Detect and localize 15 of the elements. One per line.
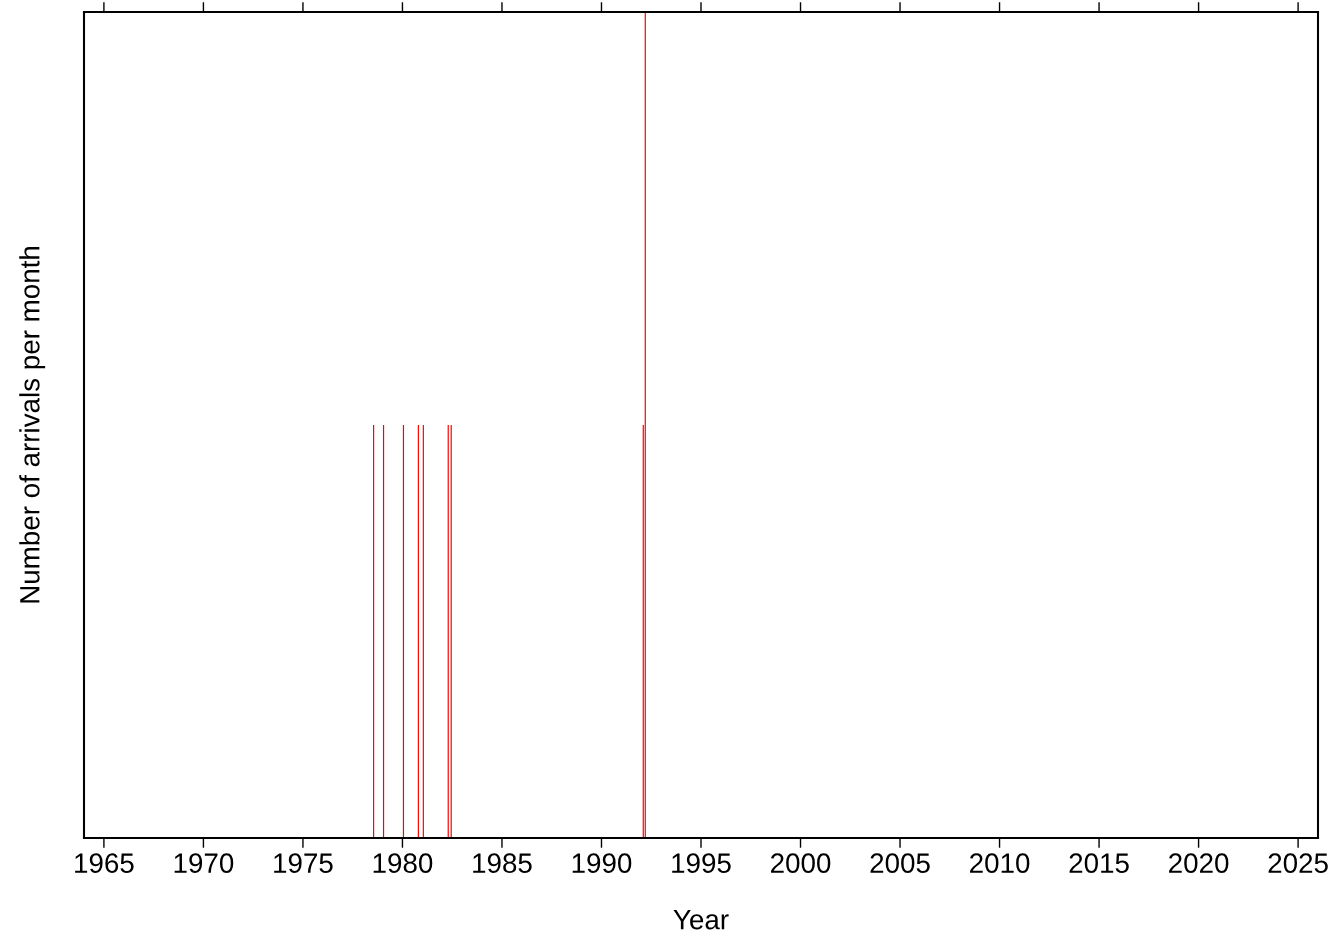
x-tick-label: 1965	[75, 853, 134, 873]
x-tick-label: 1995	[672, 853, 731, 873]
y-axis-title: Number of arrivals per month	[19, 246, 46, 603]
x-tick-label: 2020	[1169, 853, 1229, 873]
x-tick-label: 2010	[970, 853, 1030, 873]
x-tick-label: 1990	[572, 853, 632, 873]
x-tick-label: 2000	[771, 853, 831, 873]
x-tick-label: 1975	[274, 853, 333, 873]
x-tick-label: 2005	[870, 853, 930, 873]
x-tick-label: 1985	[473, 853, 532, 873]
x-tick-label: 2025	[1268, 853, 1328, 873]
x-tick-label: 1980	[373, 853, 433, 873]
x-tick-label: 2015	[1069, 853, 1129, 873]
x-tick-label: 1970	[174, 853, 234, 873]
x-axis-title: Year	[673, 910, 729, 930]
